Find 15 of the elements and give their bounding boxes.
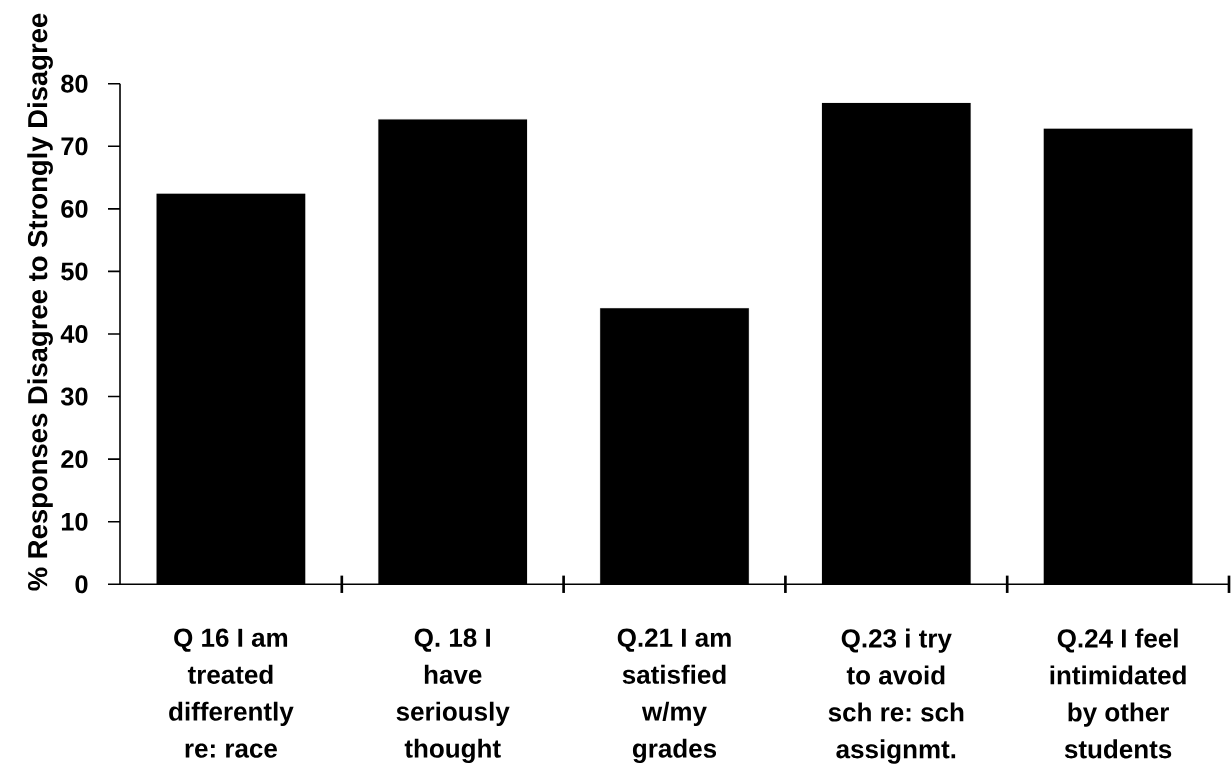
y-tick-label: 10 bbox=[61, 512, 88, 531]
x-tick-label: Q.24 I feel intimidated by other students bbox=[1050, 628, 1186, 759]
x-tick-label: Q 16 I am treated differently re: race bbox=[169, 628, 294, 758]
y-tick-label: 70 bbox=[61, 137, 88, 156]
x-tick-label: Q. 18 I have seriously thought bbox=[396, 628, 510, 764]
y-tick-label: 0 bbox=[75, 575, 88, 594]
y-tick-label: 20 bbox=[61, 450, 88, 469]
y-tick-label: 30 bbox=[60, 387, 88, 406]
x-tick-label: Q.23 i try to avoid sch re: sch assignmt. bbox=[828, 628, 964, 764]
y-tick-label: 80 bbox=[61, 74, 88, 93]
y-tick-label: 60 bbox=[61, 199, 88, 218]
y-tick-label: 50 bbox=[61, 262, 88, 281]
y-tick-label: 40 bbox=[60, 325, 88, 343]
y-axis-title: % Responses Disagree to Strongly Disagree bbox=[27, 13, 53, 591]
x-tick-label: Q.21 I am satisfied w/my grades bbox=[617, 628, 731, 764]
